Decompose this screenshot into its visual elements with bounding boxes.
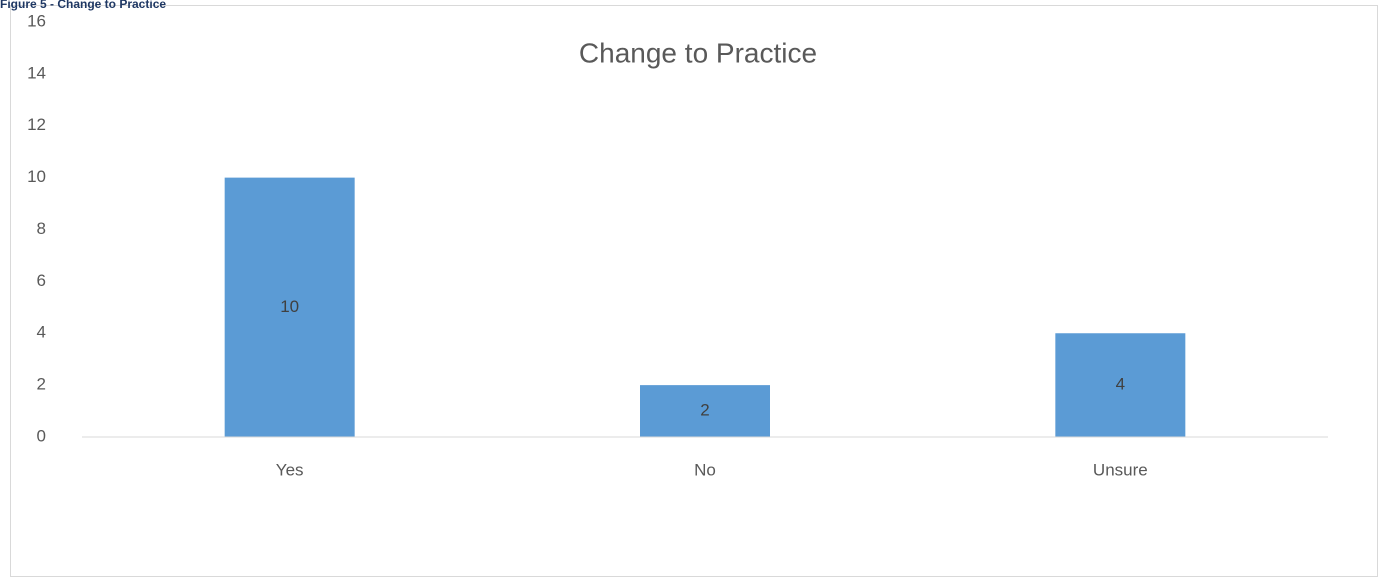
y-tick-label: 14	[27, 63, 46, 82]
y-tick-label: 2	[37, 375, 46, 394]
y-tick-label: 16	[27, 11, 46, 30]
data-label: 2	[700, 401, 709, 420]
y-tick-label: 10	[27, 167, 46, 186]
y-tick-label: 12	[27, 115, 46, 134]
y-tick-label: 8	[37, 219, 46, 238]
chart-title: Change to Practice	[579, 37, 817, 68]
chart-border	[10, 5, 1378, 577]
x-tick-label: Unsure	[1093, 460, 1148, 479]
bar	[640, 385, 770, 437]
y-tick-label: 6	[37, 271, 46, 290]
y-tick-label: 0	[37, 426, 46, 445]
bar	[224, 177, 355, 437]
bar	[1055, 333, 1186, 437]
figure-caption: Figure 5 - Change to Practice	[0, 0, 166, 11]
data-label: 10	[280, 297, 299, 316]
y-tick-label: 4	[37, 323, 46, 342]
x-tick-label: No	[694, 460, 716, 479]
data-label: 4	[1116, 375, 1125, 394]
x-tick-label: Yes	[276, 460, 304, 479]
